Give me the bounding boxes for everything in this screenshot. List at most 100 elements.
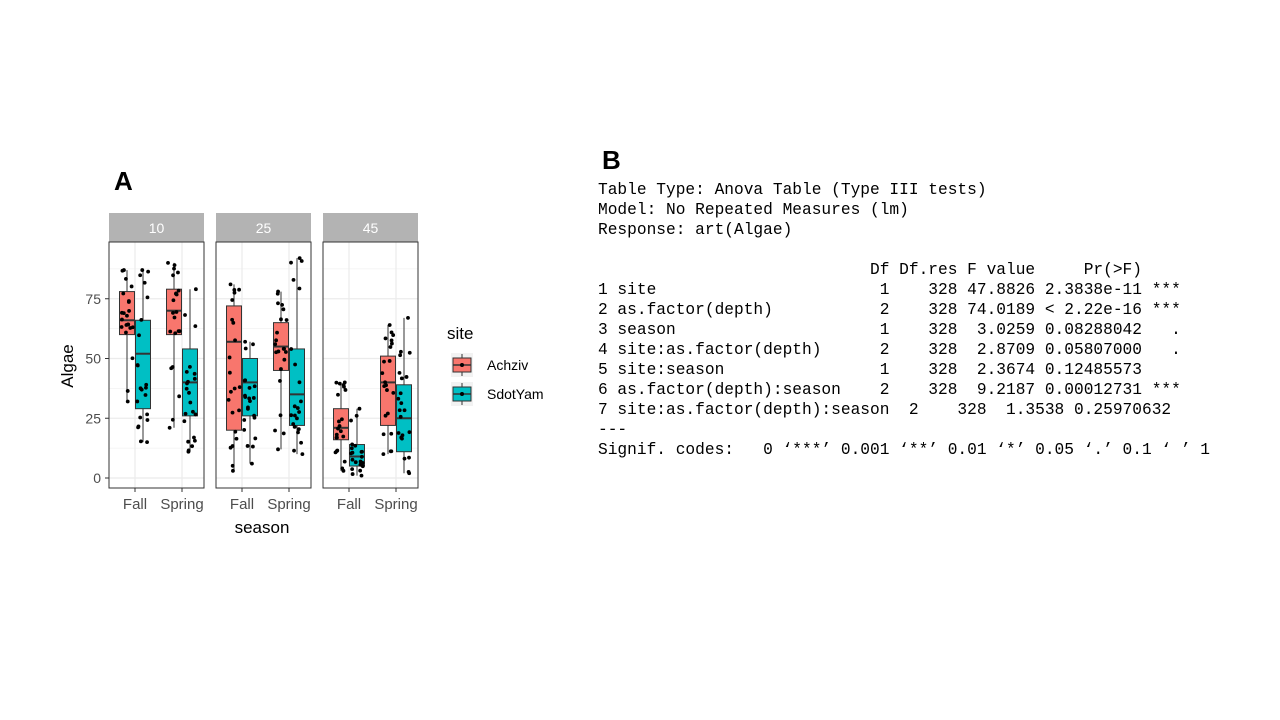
- data-point: [186, 440, 190, 444]
- data-point: [388, 323, 392, 327]
- anova-line: Response: art(Algae): [598, 220, 1210, 240]
- data-point: [242, 418, 246, 422]
- data-point: [403, 457, 407, 461]
- data-point: [242, 428, 246, 432]
- data-point: [299, 399, 303, 403]
- data-point: [381, 452, 385, 456]
- data-point: [340, 417, 344, 421]
- data-point: [128, 326, 132, 330]
- data-point: [292, 278, 296, 282]
- y-axis-title: Algae: [58, 344, 77, 387]
- data-point: [399, 391, 403, 395]
- data-point: [396, 397, 400, 401]
- data-point: [349, 419, 353, 423]
- data-point: [177, 394, 181, 398]
- data-point: [292, 449, 296, 453]
- legend-label: SdotYam: [487, 386, 544, 402]
- data-point: [279, 317, 283, 321]
- data-point: [298, 380, 302, 384]
- data-point: [284, 350, 288, 354]
- facet-strip-label: 10: [149, 220, 165, 236]
- data-point: [360, 450, 364, 454]
- data-point: [399, 415, 403, 419]
- data-point: [229, 446, 233, 450]
- data-point: [248, 386, 252, 390]
- data-point: [282, 307, 286, 311]
- data-point: [188, 365, 192, 369]
- data-point: [289, 261, 293, 265]
- data-point: [231, 464, 235, 468]
- data-point: [334, 381, 338, 385]
- data-point: [191, 410, 195, 414]
- data-point: [335, 436, 339, 440]
- data-point: [126, 389, 130, 393]
- y-tick-label: 75: [85, 291, 101, 307]
- data-point: [251, 342, 255, 346]
- data-point: [233, 430, 237, 434]
- data-point: [171, 418, 175, 422]
- facet-strip-label: 45: [363, 220, 379, 236]
- data-point: [237, 409, 241, 413]
- data-point: [122, 311, 126, 315]
- data-point: [246, 406, 250, 410]
- anova-line: Table Type: Anova Table (Type III tests): [598, 180, 1210, 200]
- data-point: [176, 271, 180, 275]
- data-point: [273, 429, 277, 433]
- y-tick-label: 0: [93, 470, 101, 486]
- data-point: [299, 441, 303, 445]
- anova-line: 7 site:as.factor(depth):season 2 328 1.3…: [598, 400, 1210, 420]
- data-point: [243, 379, 247, 383]
- data-point: [146, 418, 150, 422]
- data-point: [127, 309, 131, 313]
- data-point: [171, 311, 175, 315]
- data-point: [297, 410, 301, 414]
- legend-label: Achziv: [487, 357, 528, 373]
- data-point: [184, 412, 188, 416]
- data-point: [358, 469, 362, 473]
- data-point: [243, 395, 247, 399]
- panel-a-label: A: [114, 166, 133, 197]
- data-point: [293, 404, 297, 408]
- data-point: [382, 360, 386, 364]
- data-point: [280, 303, 284, 307]
- data-point: [397, 431, 401, 435]
- data-point: [398, 408, 402, 412]
- data-point: [140, 268, 144, 272]
- data-point: [398, 371, 402, 375]
- data-point: [145, 440, 149, 444]
- data-point: [250, 462, 254, 466]
- data-point: [120, 325, 124, 329]
- data-point: [349, 451, 353, 455]
- data-point: [227, 398, 231, 402]
- data-point: [138, 416, 142, 420]
- panel-a-chart: 10FallSpring25FallSpring45FallSpring0255…: [0, 0, 640, 560]
- data-point: [350, 467, 354, 471]
- data-point: [300, 452, 304, 456]
- data-point: [252, 414, 256, 418]
- data-point: [121, 269, 125, 273]
- data-point: [231, 469, 235, 473]
- data-point: [183, 313, 187, 317]
- data-point: [125, 323, 129, 327]
- data-point: [282, 358, 286, 362]
- data-point: [358, 407, 362, 411]
- data-point: [173, 263, 177, 267]
- data-point: [389, 432, 393, 436]
- data-point: [296, 430, 300, 434]
- y-tick-label: 50: [85, 351, 101, 367]
- data-point: [178, 329, 182, 333]
- data-point: [237, 288, 241, 292]
- data-point: [136, 364, 140, 368]
- data-point: [251, 445, 255, 449]
- data-point: [335, 449, 339, 453]
- anova-line: Model: No Repeated Measures (lm): [598, 200, 1210, 220]
- data-point: [139, 439, 143, 443]
- data-point: [166, 261, 170, 265]
- data-point: [143, 281, 147, 285]
- data-point: [137, 425, 141, 429]
- data-point: [137, 333, 141, 337]
- data-point: [350, 446, 354, 450]
- data-point: [126, 400, 130, 404]
- data-point: [146, 270, 150, 274]
- data-point: [382, 432, 386, 436]
